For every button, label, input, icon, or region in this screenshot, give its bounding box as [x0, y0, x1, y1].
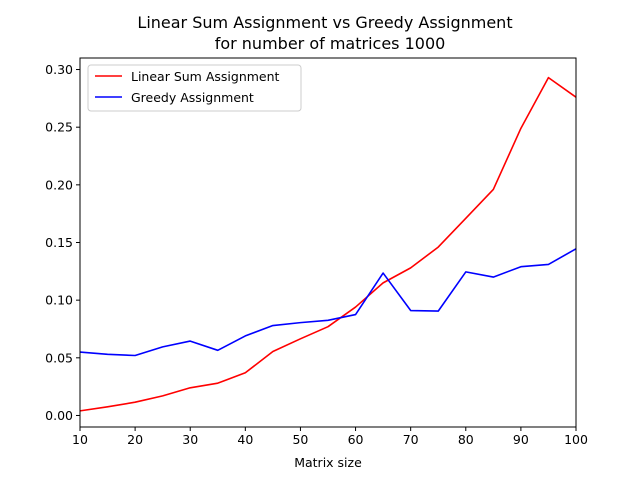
y-tick-label: 0.00: [45, 408, 73, 423]
series-lines: [79, 76, 577, 412]
legend: Linear Sum Assignment Greedy Assignment: [87, 64, 302, 112]
y-tick-label: 0.05: [45, 350, 73, 365]
x-tick-label: 70: [403, 432, 419, 447]
x-tick-label: 100: [564, 432, 588, 447]
x-tick-label: 10: [72, 432, 88, 447]
axis-ticks: 10 20 30 40 50 60 70 80 90 100 0.00 0.05 0.10 0.15 0.2…: [45, 62, 588, 447]
y-tick-label: 0.30: [45, 62, 73, 77]
x-tick-label: 80: [458, 432, 474, 447]
series-line-linear-sum: [79, 76, 577, 412]
y-tick-label: 0.20: [45, 177, 73, 192]
x-tick-label: 90: [513, 432, 529, 447]
legend-label-greedy: Greedy Assignment: [131, 90, 254, 105]
x-tick-label: 40: [237, 432, 253, 447]
x-tick-label: 60: [348, 432, 364, 447]
x-tick-label: 20: [127, 432, 143, 447]
y-tick-label: 0.15: [45, 235, 73, 250]
y-tick-label: 0.10: [45, 293, 73, 308]
x-tick-label: 50: [292, 432, 308, 447]
x-axis-label: Matrix size: [294, 455, 362, 470]
series-line-greedy: [79, 248, 577, 357]
x-tick-label: 30: [182, 432, 198, 447]
legend-label-linear-sum: Linear Sum Assignment: [131, 69, 280, 84]
axes-frame: [79, 57, 577, 428]
y-tick-label: 0.25: [45, 120, 73, 135]
legend-box: [87, 64, 302, 112]
chart-title-line-2: for number of matrices 1000: [215, 34, 446, 53]
chart-title-line-1: Linear Sum Assignment vs Greedy Assignme…: [137, 13, 512, 32]
